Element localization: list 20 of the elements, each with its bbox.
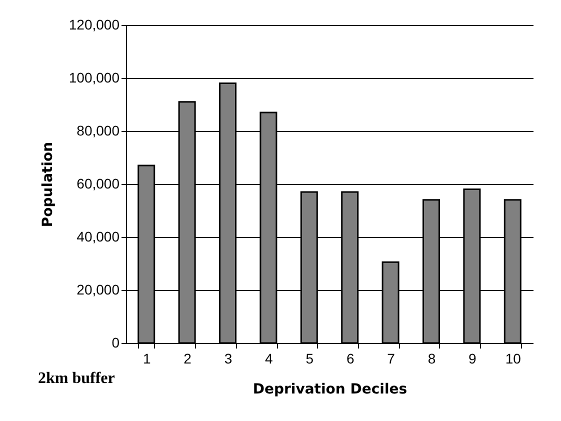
y-tick-label: 60,000: [76, 176, 120, 192]
x-tick-label: 5: [306, 350, 314, 366]
y-tick-label: 0: [112, 334, 120, 350]
x-tick-label: 8: [428, 350, 436, 366]
y-tick-label: 100,000: [68, 70, 120, 86]
x-tick-label: 10: [505, 350, 522, 366]
x-tick-label: 7: [387, 350, 396, 366]
x-tick-label: 4: [265, 350, 274, 366]
y-tick-label: 40,000: [76, 228, 120, 244]
x-tick-label: 1: [142, 350, 151, 366]
y-tick-label: 120,000: [68, 16, 120, 32]
y-tick-label: 80,000: [76, 122, 120, 138]
y-tick-label: 20,000: [76, 282, 120, 298]
x-tick-label: 6: [346, 350, 354, 366]
x-tick-label: 3: [224, 350, 232, 366]
x-axis-title: Deprivation Deciles: [252, 382, 408, 398]
x-tick-label: 9: [468, 350, 477, 366]
x-tick-label: 2: [184, 350, 192, 366]
y-axis-title: Population: [40, 142, 56, 228]
text: 2km buffer: [38, 370, 115, 388]
